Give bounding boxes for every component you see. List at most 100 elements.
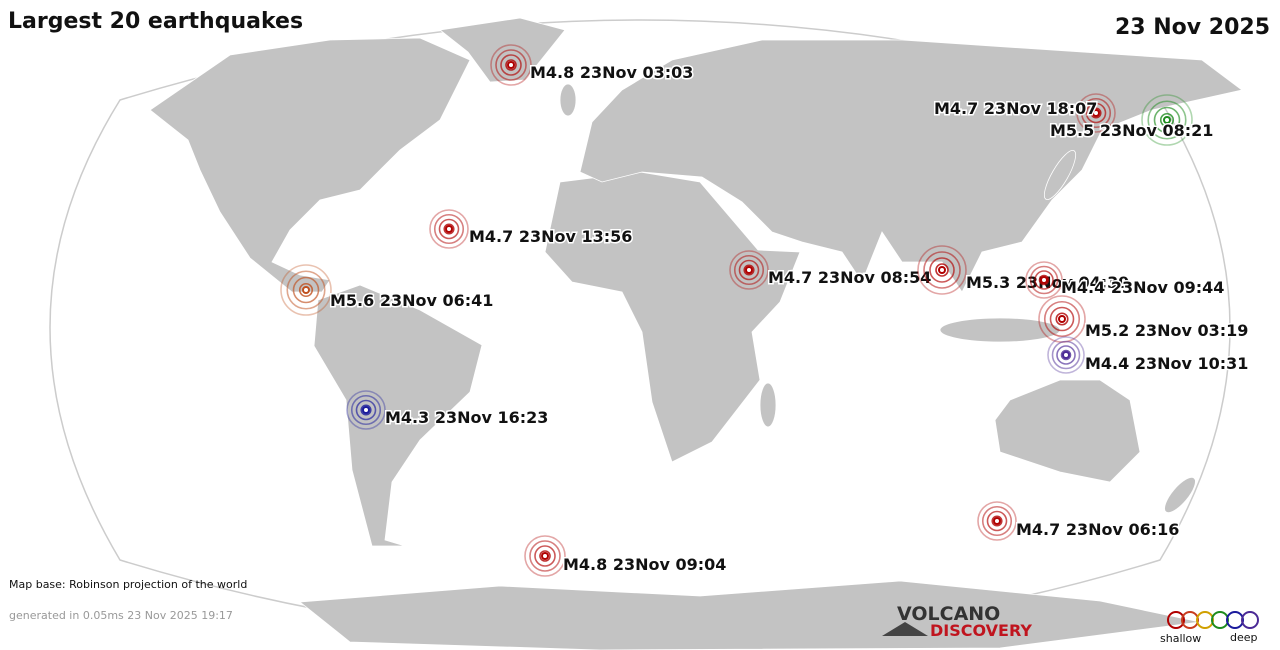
- quake-label: M4.8 23Nov 09:04: [563, 555, 726, 574]
- quake-ring: [495, 49, 527, 81]
- japan: [1043, 150, 1077, 200]
- quake-marker: [490, 44, 532, 86]
- quake-label: M5.5 23Nov 08:21: [1050, 121, 1213, 140]
- quake-ring: [1090, 107, 1102, 119]
- quake-ring: [1049, 306, 1075, 332]
- quake-ring: [1025, 261, 1063, 299]
- quake-ring: [500, 54, 522, 76]
- quake-ring: [1029, 265, 1059, 295]
- quake-center: [1062, 351, 1070, 359]
- quake-ring: [286, 270, 326, 310]
- quake-label: M4.3 23Nov 16:23: [385, 408, 548, 427]
- quake-ring: [292, 276, 320, 304]
- quake-ring: [1060, 349, 1072, 361]
- quake-ring: [743, 264, 755, 276]
- quake-label: M5.2 23Nov 03:19: [1085, 321, 1248, 340]
- quake-ring: [729, 250, 769, 290]
- quake-ring: [1076, 93, 1116, 133]
- quake-ring: [298, 282, 314, 298]
- quake-marker: [346, 390, 386, 430]
- date: 23 Nov 2025: [1115, 15, 1270, 40]
- quake-marker: [1076, 93, 1116, 133]
- new-zealand: [1164, 476, 1196, 514]
- quake-marker: [1038, 295, 1086, 343]
- quake-center: [1040, 276, 1048, 284]
- quake-marker: [729, 250, 769, 290]
- legend-deep: deep: [1230, 631, 1258, 644]
- quake-ring: [935, 263, 949, 277]
- continents: [149, 17, 1243, 650]
- australia: [994, 379, 1141, 483]
- quake-ring: [917, 245, 967, 295]
- quake-ring: [1080, 97, 1112, 129]
- quake-ring: [346, 390, 386, 430]
- quake-center: [362, 406, 370, 414]
- quake-ring: [433, 213, 465, 245]
- depth-legend: shallow deep: [1160, 611, 1259, 645]
- quake-ring: [1056, 345, 1076, 365]
- antarctica: [298, 580, 1201, 650]
- quake-ring: [429, 209, 469, 249]
- map-base: Map base: Robinson projection of the wor…: [9, 578, 247, 591]
- quake-center: [1092, 109, 1100, 117]
- quake-center: [993, 517, 1001, 525]
- quake-label: M4.7 23Nov 13:56: [469, 227, 632, 246]
- quake-ring: [490, 44, 532, 86]
- logo-line1: VOLCANO: [897, 603, 1000, 625]
- quake-ring: [1055, 312, 1069, 326]
- quake-label: M4.4 23Nov 09:44: [1061, 278, 1224, 297]
- quake-ring: [1141, 94, 1193, 146]
- quake-ring: [529, 540, 561, 572]
- quake-center: [541, 552, 549, 560]
- quake-center: [445, 225, 453, 233]
- title: Largest 20 earthquakes: [8, 9, 303, 34]
- quake-center: [938, 266, 946, 274]
- eurasia: [579, 39, 1243, 293]
- south-america: [313, 284, 483, 547]
- quake-ring: [1159, 112, 1175, 128]
- quake-marker: [429, 209, 469, 249]
- quake-center: [1163, 116, 1171, 124]
- quake-ring: [733, 254, 765, 286]
- quake-center: [745, 266, 753, 274]
- quake-ring: [1051, 340, 1081, 370]
- quake-center: [302, 286, 310, 294]
- quake-marker: [1025, 261, 1063, 299]
- quake-ring: [280, 264, 332, 316]
- quake-ring: [1047, 336, 1085, 374]
- quake-ring: [1147, 100, 1187, 140]
- quake-ring: [360, 404, 372, 416]
- quake-ring: [1085, 102, 1107, 124]
- quake-ring: [524, 535, 566, 577]
- quake-label: M5.6 23Nov 06:41: [330, 291, 493, 310]
- logo-icon: [882, 622, 928, 636]
- quake-ring: [977, 501, 1017, 541]
- quake-ring: [1038, 274, 1050, 286]
- north-america: [149, 37, 471, 293]
- quake-ring: [1043, 300, 1081, 338]
- quake-label: M4.7 23Nov 18:07: [934, 99, 1097, 118]
- quake-ring: [534, 545, 556, 567]
- quake-marker: [280, 264, 332, 316]
- quake-ring: [443, 223, 455, 235]
- quake-ring: [991, 515, 1003, 527]
- greenland: [439, 17, 566, 83]
- quake-marker: [524, 535, 566, 577]
- quake-ring: [505, 59, 517, 71]
- quake-marker: [917, 245, 967, 295]
- quake-ring: [1153, 106, 1181, 134]
- quake-ring: [981, 505, 1013, 537]
- quake-label: M4.4 23Nov 10:31: [1085, 354, 1248, 373]
- africa: [544, 171, 801, 463]
- quakes: M4.8 23Nov 03:03 M4.7 23Nov 18:07 M5.5 23N…: [280, 44, 1250, 577]
- quake-ring: [1034, 270, 1054, 290]
- quake-marker: [977, 501, 1017, 541]
- quake-marker: [1141, 94, 1193, 146]
- quake-ring: [350, 394, 382, 426]
- quake-ring: [438, 218, 460, 240]
- legend-shallow: shallow: [1160, 632, 1201, 645]
- quake-label: M4.7 23Nov 08:54: [768, 268, 931, 287]
- quake-ring: [355, 399, 377, 421]
- quake-label: M4.7 23Nov 06:16: [1016, 520, 1179, 539]
